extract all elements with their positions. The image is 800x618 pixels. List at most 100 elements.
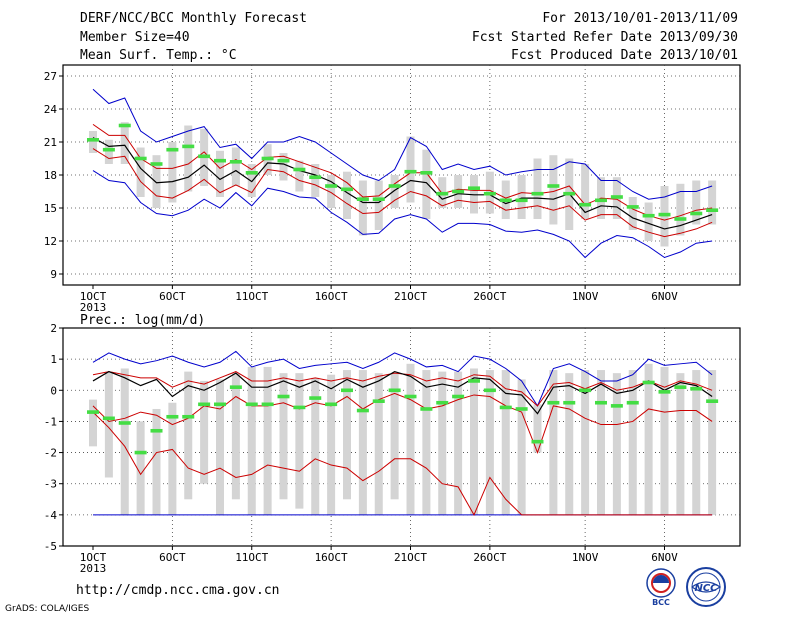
precipitation-x-tick-label: 6NOV <box>651 551 678 564</box>
svg-text:NCC: NCC <box>694 583 718 594</box>
temperature-member-marker <box>182 144 195 149</box>
temperature-upper-outer-line <box>92 88 713 200</box>
temperature-member-marker <box>102 147 115 152</box>
precipitation-spread-bar <box>692 370 701 515</box>
temperature-member-marker <box>595 198 607 203</box>
temperature-member-marker <box>229 160 242 164</box>
precipitation-member-marker <box>404 394 417 399</box>
temperature-member-marker <box>706 208 719 212</box>
precipitation-spread-bar <box>89 399 97 447</box>
temperature-spread-bar <box>533 158 542 219</box>
temperature-spread-bar <box>581 164 590 219</box>
grads-credit: GrADS: COLA/IGES <box>5 604 90 614</box>
source-url: http://cmdp.ncc.cma.gov.cn <box>76 583 280 598</box>
temperature-member-marker <box>468 186 480 190</box>
temperature-lower-outer-line <box>92 170 713 259</box>
temperature-member-marker <box>515 198 528 203</box>
precipitation-member-marker <box>102 416 115 421</box>
temperature-spread-bar <box>422 149 431 219</box>
precipitation-member-marker <box>309 396 322 400</box>
precipitation-spread-bar <box>343 370 351 500</box>
temperature-x-tick-label: 26OCT <box>473 290 506 303</box>
temperature-spread-bar <box>327 175 336 208</box>
precipitation-ensemble-mean-line <box>92 370 713 415</box>
precipitation-member-marker <box>468 379 480 383</box>
temperature-spread-bar <box>295 160 304 192</box>
precipitation-member-marker <box>182 414 195 419</box>
precipitation-y-tick-label: 2 <box>50 322 57 335</box>
precipitation-y-tick-label: -4 <box>44 509 58 522</box>
precipitation-spread-bar <box>470 368 478 515</box>
temperature-lower-inner-line <box>92 148 713 238</box>
precipitation-spread-bar <box>644 363 653 515</box>
precipitation-spread-bar <box>231 373 240 500</box>
temperature-member-marker <box>420 171 433 175</box>
precipitation-spread-bar <box>628 370 637 515</box>
temperature-spread-bar <box>136 147 145 197</box>
temperature-member-marker <box>341 187 353 192</box>
temperature-member-marker <box>690 211 703 216</box>
temperature-spread-bar <box>120 122 129 164</box>
precipitation-spread-bar <box>168 402 177 515</box>
temperature-member-marker <box>198 154 211 159</box>
temperature-x-tick-label: 11OCT <box>235 290 268 303</box>
precipitation-member-marker <box>436 400 449 405</box>
precipitation-member-marker <box>706 399 719 403</box>
precipitation-member-marker <box>325 402 338 407</box>
precipitation-member-marker <box>658 390 671 394</box>
precipitation-member-marker <box>690 386 703 391</box>
temperature-member-marker <box>642 213 655 218</box>
temperature-frame <box>62 64 741 286</box>
precipitation-spread-bar <box>374 373 383 515</box>
precipitation-member-marker <box>499 405 512 410</box>
precipitation-x-tick-label: 6OCT <box>159 551 186 564</box>
precipitation-member-marker <box>214 402 226 407</box>
temperature-spread-bar <box>247 164 256 197</box>
temperature-y-tick-label: 24 <box>44 103 58 116</box>
temperature-member-marker <box>87 138 99 142</box>
precipitation-y-tick-label: 0 <box>50 384 57 397</box>
temperature-member-marker <box>674 217 687 221</box>
temperature-spread-bar <box>390 175 399 208</box>
temperature-spread-bar <box>374 180 383 230</box>
ncc-logo: NCC <box>686 567 726 607</box>
precipitation-member-marker <box>293 405 306 410</box>
precipitation-member-marker <box>610 404 623 408</box>
temperature-member-marker <box>547 184 560 188</box>
precipitation-spread-bar <box>485 370 494 515</box>
temperature-y-tick-label: 15 <box>44 202 57 215</box>
precipitation-spread-bar <box>708 370 717 515</box>
precipitation-member-marker <box>245 402 258 407</box>
temperature-member-marker <box>356 197 369 201</box>
temperature-spread-bar <box>358 180 367 236</box>
precipitation-x-tick-label: 26OCT <box>473 551 506 564</box>
precipitation-x-tick-label: 1NOV <box>572 551 599 564</box>
temperature-x-year-label: 2013 <box>80 301 107 314</box>
temperature-spread-bar <box>279 153 288 181</box>
precipitation-member-marker <box>547 400 560 405</box>
precipitation-member-marker <box>261 402 274 407</box>
precipitation-spread-bar <box>438 371 447 515</box>
temperature-spread-bar <box>406 136 415 203</box>
precipitation-y-tick-label: -1 <box>44 415 57 428</box>
precipitation-spread-bar <box>152 408 161 515</box>
precipitation-member-marker <box>531 439 544 444</box>
temperature-spread-bar <box>89 131 97 153</box>
precipitation-member-marker <box>87 410 99 414</box>
temperature-x-tick-label: 21OCT <box>394 290 427 303</box>
precipitation-member-marker <box>166 414 179 419</box>
temperature-spread-bar <box>676 183 685 236</box>
precipitation-spread-bar <box>454 371 463 515</box>
precipitation-upper-outer-line <box>92 350 713 407</box>
precipitation-member-marker <box>356 408 369 413</box>
precipitation-member-marker <box>579 388 592 393</box>
temperature-spread-bar <box>152 155 161 208</box>
precipitation-y-tick-label: -2 <box>44 447 57 460</box>
forecast-started-date: Fcst Started Refer Date 2013/09/30 <box>471 30 738 45</box>
temperature-member-marker <box>372 197 385 201</box>
temperature-spread-bar <box>692 180 701 225</box>
temperature-member-marker <box>325 184 338 188</box>
temperature-spread-bar <box>708 180 717 225</box>
temperature-y-tick-label: 9 <box>50 268 57 281</box>
